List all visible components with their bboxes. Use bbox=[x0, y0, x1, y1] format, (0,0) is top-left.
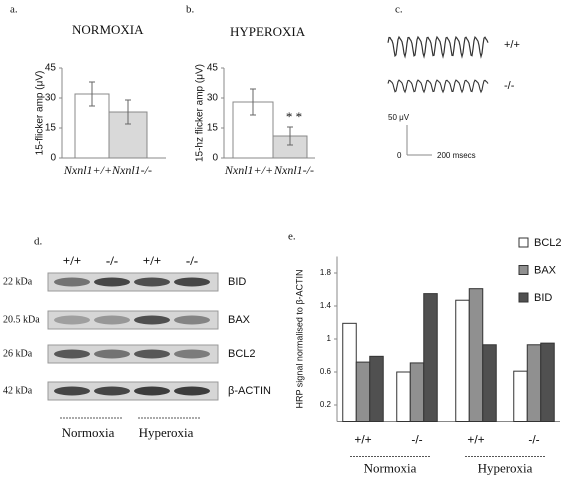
blot-band bbox=[174, 386, 210, 396]
y-tick-label: 45 bbox=[207, 63, 219, 74]
blot-band bbox=[134, 277, 170, 287]
lane-label: -/- bbox=[106, 253, 118, 268]
y-axis-label: 15-hz flicker amp (μV) bbox=[195, 64, 206, 162]
trace-ko bbox=[387, 79, 489, 94]
blot-band bbox=[134, 349, 170, 359]
lane-label: +/+ bbox=[143, 253, 161, 268]
protein-label: β-ACTIN bbox=[228, 385, 271, 397]
size-label: 26 kDa bbox=[3, 348, 33, 359]
bar bbox=[482, 344, 497, 422]
error-bar bbox=[89, 81, 95, 107]
y-tick-label: 45 bbox=[45, 63, 57, 74]
trace-wt bbox=[387, 35, 489, 59]
blot-band bbox=[54, 277, 90, 287]
size-label: 20.5 kDa bbox=[3, 314, 40, 325]
bar bbox=[513, 370, 528, 422]
y-tick-label: 1 bbox=[327, 334, 332, 343]
blot-band bbox=[134, 386, 170, 396]
legend-swatch bbox=[518, 292, 529, 303]
blot-strip bbox=[47, 272, 219, 292]
y-tick-label: 0.6 bbox=[320, 367, 332, 376]
scale-label: 0 bbox=[397, 151, 402, 160]
panel-label: e. bbox=[288, 231, 296, 243]
blot-band bbox=[54, 349, 90, 359]
trace-label: -/- bbox=[504, 80, 515, 92]
blot-band bbox=[94, 315, 130, 325]
group-label: Hyperoxia bbox=[139, 425, 194, 440]
y-tick-label: 1.4 bbox=[320, 301, 332, 310]
error-bar bbox=[250, 88, 256, 116]
blot-band bbox=[174, 277, 210, 287]
y-tick-label: 0 bbox=[50, 153, 56, 164]
legend-swatch bbox=[518, 237, 529, 248]
blot-band bbox=[134, 315, 170, 325]
bar bbox=[455, 299, 470, 423]
x-tick-label: -/- bbox=[411, 433, 422, 447]
chart-title: HYPEROXIA bbox=[230, 24, 306, 39]
x-tick-label: Nxnl1+/+ bbox=[63, 163, 112, 177]
x-tick-label: -/- bbox=[528, 433, 539, 447]
blot-band bbox=[94, 386, 130, 396]
group-label: Normoxia bbox=[62, 425, 115, 440]
y-tick-label: 0 bbox=[212, 153, 218, 164]
size-label: 42 kDa bbox=[3, 385, 33, 396]
blot-band bbox=[174, 315, 210, 325]
y-axis-label: HRP signal normalised to β-ACTIN bbox=[294, 269, 304, 408]
x-tick-label: Nxnl1-/- bbox=[111, 163, 152, 177]
scale-label: 50 μV bbox=[388, 113, 410, 122]
panel-label: d. bbox=[34, 236, 43, 248]
y-axis-label: 15-flicker amp (μV) bbox=[35, 71, 46, 156]
blot-strip bbox=[47, 310, 219, 330]
chart-title: NORMOXIA bbox=[72, 22, 144, 37]
trace-label: +/+ bbox=[504, 39, 520, 51]
bar bbox=[468, 288, 484, 422]
bar bbox=[355, 361, 371, 423]
panel-label: b. bbox=[186, 4, 195, 16]
legend-label: BCL2 bbox=[534, 237, 562, 249]
annotation: * * bbox=[286, 109, 302, 124]
bar bbox=[526, 344, 542, 422]
bar bbox=[342, 322, 357, 423]
lane-label: +/+ bbox=[63, 253, 81, 268]
western-blot bbox=[47, 272, 219, 401]
blot-band bbox=[94, 349, 130, 359]
y-tick-label: 15 bbox=[45, 123, 57, 134]
x-tick-label: +/+ bbox=[354, 433, 371, 447]
bar bbox=[409, 362, 425, 422]
group-label: Normoxia bbox=[364, 460, 417, 475]
y-tick-label: 0.2 bbox=[320, 400, 332, 409]
error-bar bbox=[287, 126, 293, 146]
y-tick-label: 15 bbox=[207, 123, 219, 134]
panel-label: c. bbox=[395, 4, 403, 16]
panel-label: a. bbox=[10, 4, 18, 16]
blot-band bbox=[94, 277, 130, 287]
protein-label: BID bbox=[228, 276, 246, 288]
legend-label: BID bbox=[534, 292, 552, 304]
lane-label: -/- bbox=[186, 253, 198, 268]
size-label: 22 kDa bbox=[3, 276, 33, 287]
bar bbox=[423, 293, 438, 422]
x-tick-label: Nxnl1+/+ bbox=[224, 163, 273, 177]
y-tick-label: 30 bbox=[207, 93, 219, 104]
scale-label: 200 msecs bbox=[437, 151, 476, 160]
legend-swatch bbox=[518, 265, 529, 275]
blot-strip bbox=[47, 344, 219, 364]
x-tick-label: Nxnl1-/- bbox=[273, 163, 314, 177]
protein-label: BAX bbox=[228, 314, 251, 326]
bar bbox=[396, 371, 411, 422]
y-tick-label: 1.8 bbox=[320, 268, 332, 277]
legend-label: BAX bbox=[534, 264, 557, 276]
blot-band bbox=[174, 349, 210, 359]
blot-strip bbox=[47, 381, 219, 401]
blot-band bbox=[54, 315, 90, 325]
protein-label: BCL2 bbox=[228, 348, 256, 360]
group-label: Hyperoxia bbox=[478, 460, 533, 475]
bar bbox=[369, 355, 384, 423]
x-tick-label: +/+ bbox=[467, 433, 484, 447]
y-tick-label: 30 bbox=[45, 93, 57, 104]
bar bbox=[540, 342, 555, 422]
error-bar bbox=[125, 99, 131, 125]
blot-band bbox=[54, 386, 90, 396]
